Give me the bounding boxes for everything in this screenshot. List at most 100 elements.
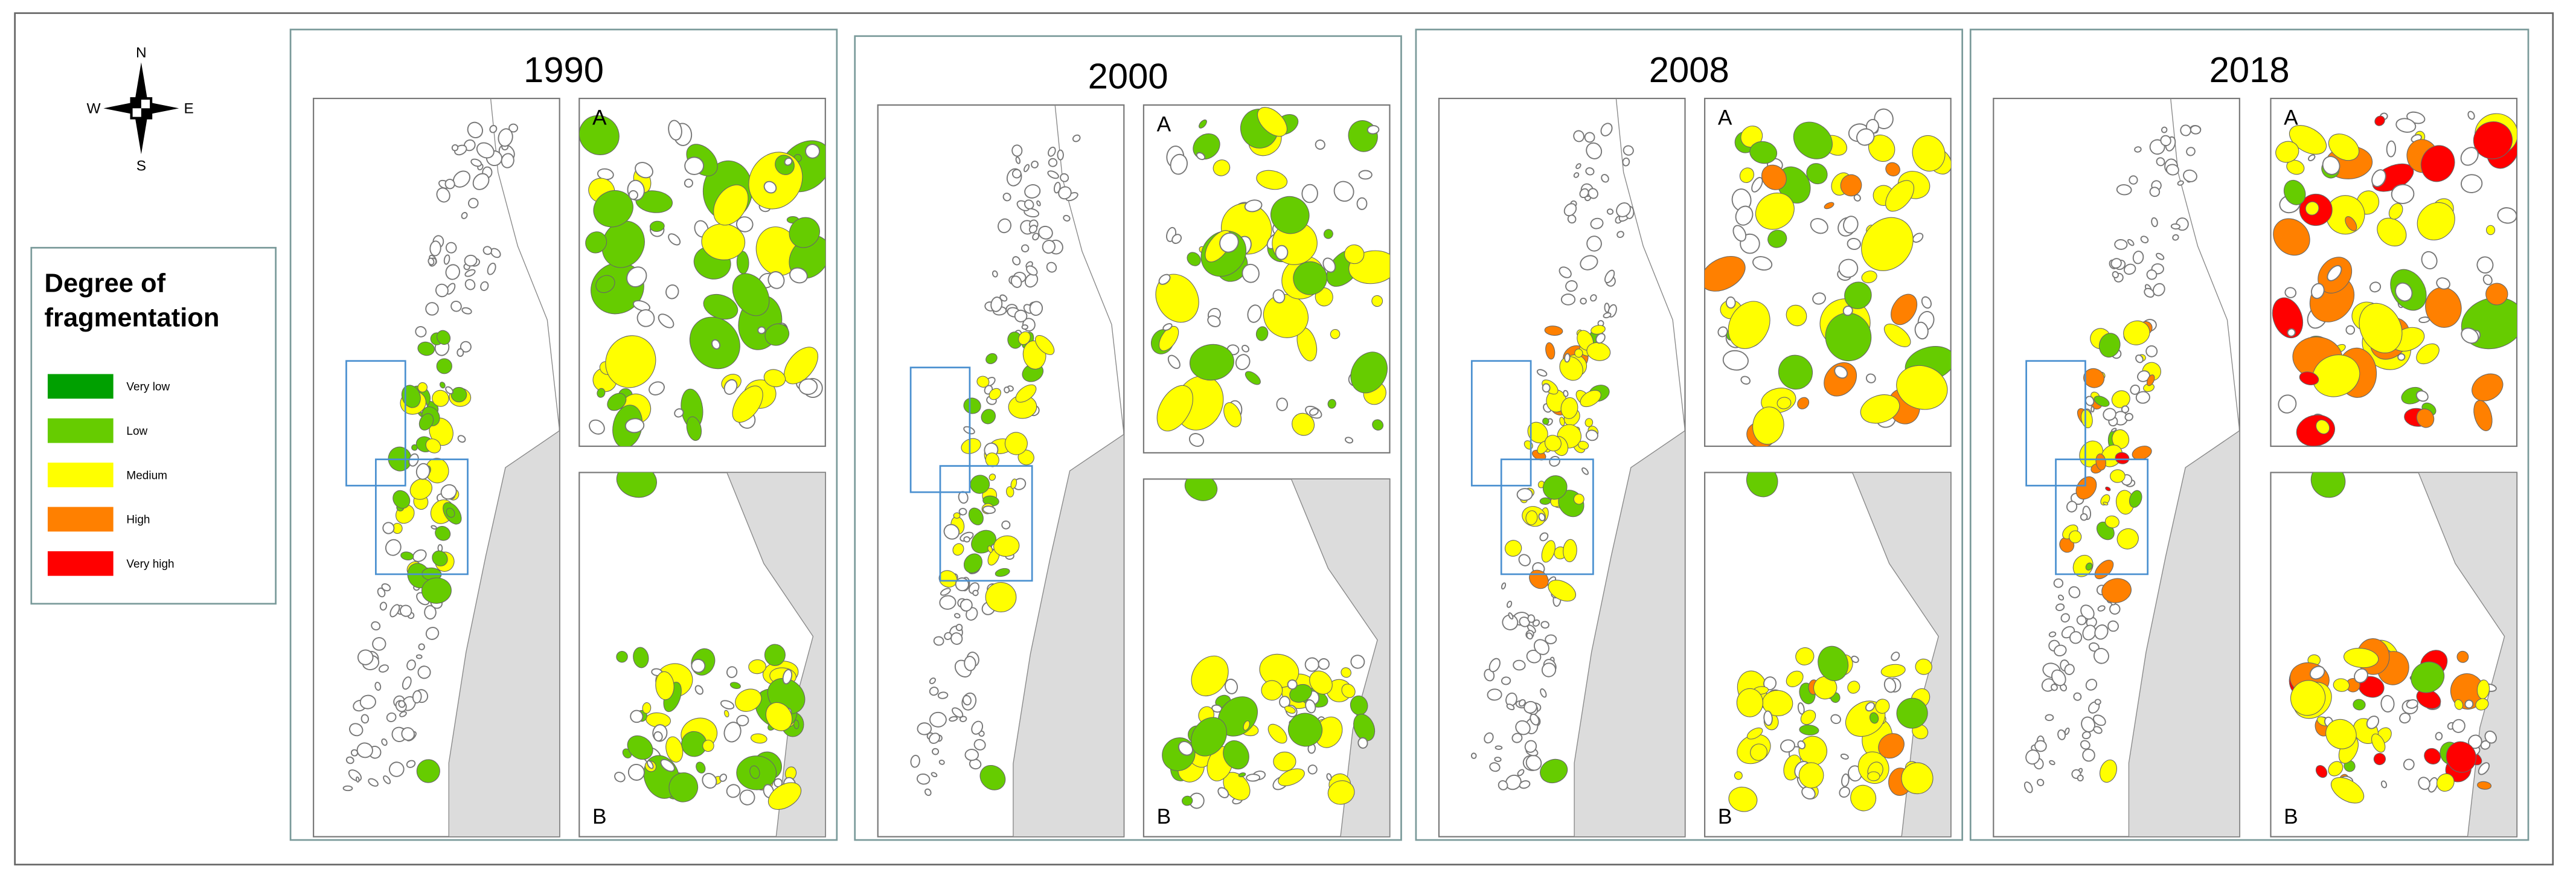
- patch: [2478, 762, 2490, 775]
- patch: [2068, 586, 2081, 598]
- patch: [1307, 764, 1318, 775]
- patch: [950, 632, 963, 645]
- patch: [1513, 659, 1526, 671]
- patch: [356, 742, 373, 758]
- patch: [2460, 147, 2479, 166]
- patch: [1795, 647, 1815, 665]
- patch: [1585, 167, 1595, 176]
- patch: [2048, 631, 2057, 638]
- patch: [1586, 142, 1603, 159]
- patch: [1344, 244, 1365, 264]
- patch: [1279, 696, 1291, 708]
- map: A: [2272, 106, 2517, 447]
- patch: [444, 179, 455, 190]
- patch: [1167, 354, 1181, 370]
- patch: [382, 522, 395, 534]
- patch: [626, 266, 647, 287]
- patch: [2101, 578, 2132, 603]
- patch: [489, 124, 498, 133]
- patch: [2023, 781, 2033, 793]
- patch: [2081, 716, 2095, 732]
- patch: [973, 738, 986, 751]
- patch: [2305, 201, 2319, 216]
- patch: [1763, 710, 1773, 726]
- patch: [1247, 304, 1262, 323]
- patch: [1501, 582, 1507, 590]
- patch: [1028, 225, 1038, 234]
- patch: [1861, 271, 1877, 283]
- patch: [1901, 762, 1934, 795]
- compass-s: S: [136, 158, 146, 175]
- patch: [1564, 353, 1571, 363]
- patch: [1527, 614, 1536, 623]
- legend-swatch: [47, 418, 114, 443]
- patch: [607, 392, 627, 411]
- patch: [417, 341, 435, 356]
- inset-label: A: [2284, 106, 2298, 129]
- patch: [1559, 356, 1583, 381]
- patch: [1812, 292, 1826, 305]
- patch: [399, 711, 407, 717]
- patch: [470, 158, 482, 167]
- patch: [450, 386, 467, 403]
- patch: [2156, 157, 2165, 167]
- patch: [440, 484, 457, 500]
- patch: [646, 760, 654, 769]
- patch: [691, 658, 706, 673]
- patch: [418, 413, 434, 431]
- patch: [2278, 394, 2297, 414]
- patch: [2093, 647, 2109, 664]
- patch: [1883, 324, 1911, 347]
- patch: [2097, 605, 2106, 612]
- patch: [963, 536, 970, 543]
- patch: [2049, 760, 2055, 766]
- patch: [2095, 453, 2106, 471]
- patch: [1813, 676, 1837, 700]
- patch: [724, 710, 729, 717]
- patch: [681, 731, 707, 757]
- patch: [624, 418, 645, 434]
- patch: [789, 217, 820, 248]
- patch: [2060, 613, 2070, 623]
- patch: [1014, 309, 1028, 322]
- patch: [1519, 780, 1531, 789]
- patch: [1542, 383, 1551, 393]
- patch: [1523, 700, 1537, 714]
- patch: [1289, 684, 1312, 703]
- patch: [2094, 396, 2110, 407]
- patch: [1191, 655, 1229, 697]
- patch: [910, 755, 920, 768]
- patch: [1584, 418, 1594, 428]
- patch: [726, 784, 741, 798]
- patch: [1187, 252, 1201, 266]
- patch: [2486, 225, 2496, 235]
- patch: [767, 271, 785, 289]
- patch: [784, 157, 793, 166]
- patch: [1539, 532, 1549, 542]
- legend-swatch: [47, 507, 114, 532]
- patch: [642, 702, 652, 714]
- patch: [1272, 289, 1286, 304]
- patch: [2395, 282, 2413, 302]
- patch: [1912, 135, 1946, 172]
- patch: [359, 694, 376, 710]
- sea: [1574, 430, 1685, 837]
- patch: [1725, 296, 1736, 309]
- patch: [429, 240, 441, 257]
- patch: [2472, 373, 2504, 402]
- inset-label: B: [2284, 805, 2298, 828]
- patch: [1541, 662, 1557, 678]
- patch: [1840, 753, 1849, 760]
- patch: [2151, 217, 2158, 228]
- inset-label: A: [1718, 106, 1732, 129]
- patch: [1002, 193, 1011, 202]
- patch: [2310, 472, 2346, 498]
- patch: [2140, 235, 2149, 243]
- patch: [1798, 762, 1824, 789]
- patch: [764, 644, 786, 666]
- patch: [992, 270, 998, 278]
- patch: [2420, 145, 2455, 182]
- inset-label: A: [592, 106, 607, 129]
- patch: [1578, 441, 1589, 450]
- patch: [1060, 173, 1069, 182]
